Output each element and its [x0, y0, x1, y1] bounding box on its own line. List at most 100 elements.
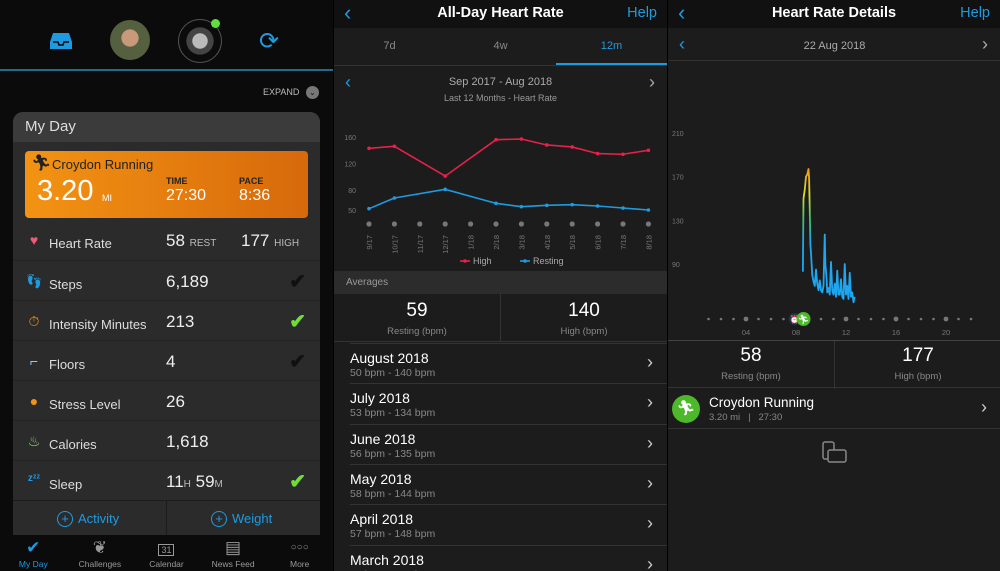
hour-dot [732, 317, 735, 321]
sleep-row[interactable]: zᶻᶻ Sleep 11H 59M ✔ [13, 460, 320, 500]
row-label: Sleep [49, 477, 83, 492]
month-list-item[interactable]: July 2018 53 bpm - 134 bpm › [350, 383, 667, 423]
row-value: 6,189 [166, 272, 209, 291]
floors-row[interactable]: ⌐ Floors 4 ✔ [13, 340, 320, 380]
tab-challenges[interactable]: ❦ Challenges [67, 535, 134, 571]
data-point [621, 152, 625, 157]
activity-row[interactable]: 🏃︎ Croydon Running 3.20 mi | 27:30 › [668, 389, 1000, 429]
daily-stats: 58 Resting (bpm) 177 High (bpm) [668, 340, 1000, 389]
hour-dot [857, 317, 860, 321]
checkmark-icon: ✔ [289, 311, 306, 333]
plus-circle-icon: + [211, 511, 227, 527]
chevron-down-icon: ⌄ [305, 86, 319, 99]
row-label: Intensity Minutes [49, 317, 147, 332]
calories-row[interactable]: ♨ Calories 1,618 [13, 420, 320, 460]
hour-dot [893, 316, 899, 322]
x-dot [366, 221, 372, 227]
avatar[interactable] [110, 20, 150, 60]
month-range: 57 bpm - 148 bpm [350, 528, 436, 541]
divider [166, 501, 167, 537]
month-list-item[interactable]: March 201855 bpm - 157 bpm › [350, 544, 667, 571]
tab-more[interactable]: ○○○ More [266, 535, 333, 571]
month-list-item[interactable]: June 2018 56 bpm - 135 bpm › [350, 423, 667, 464]
legend-label: Resting [533, 256, 564, 266]
time-label: TIME [166, 176, 188, 186]
tab-12m[interactable]: 12m [556, 28, 667, 65]
checkmark-icon: ✔ [289, 471, 306, 493]
steps-row[interactable]: 👣︎ Steps 6,189 ✔ [13, 260, 320, 300]
activity-pace: 8:36 [239, 187, 271, 204]
x-dot [518, 221, 524, 227]
help-button[interactable]: Help [960, 5, 990, 21]
x-dot [595, 221, 601, 227]
x-tick-label: 20 [942, 328, 950, 337]
divider [500, 294, 501, 342]
activity-name: Croydon Running [52, 157, 154, 172]
add-activity-button[interactable]: + Activity [57, 511, 119, 527]
tab-calendar[interactable]: 31 Calendar [133, 535, 200, 571]
expand-label: EXPAND [263, 87, 300, 97]
month-list-item[interactable]: May 2018 58 bpm - 144 bpm › [350, 463, 667, 504]
avg-resting: 59 Resting (bpm) [334, 300, 500, 337]
stress-icon: ● [29, 393, 39, 409]
stairs-icon: ⌐ [29, 353, 39, 369]
laurel-icon: ❦ [92, 538, 108, 557]
series-line-resting [368, 188, 649, 211]
heart-rate-details-screen: ‹ Heart Rate Details Help ‹ › 22 Aug 201… [667, 0, 1000, 571]
activity-marker-icon [796, 312, 811, 326]
rotate-landscape-icon[interactable] [822, 441, 848, 465]
inbox-icon[interactable] [50, 32, 72, 50]
x-tick-label: 11/17 [416, 235, 425, 253]
add-weight-button[interactable]: + Weight [211, 511, 272, 527]
data-point [545, 203, 549, 208]
label: Resting (bpm) [387, 326, 447, 337]
hour-dot [869, 317, 873, 321]
activity-banner[interactable]: 🏃︎ Croydon Running 3.20 MI TIME 27:30 PA… [25, 151, 308, 218]
month-list-item[interactable]: April 2018 57 bpm - 148 bpm › [350, 504, 667, 544]
x-tick-label: 08 [792, 328, 800, 337]
tab-my-day[interactable]: ✔ My Day [0, 535, 67, 571]
data-point [570, 202, 574, 207]
prev-day-chevron-icon[interactable]: ‹ [679, 34, 685, 54]
connected-status-dot [211, 19, 220, 28]
sync-icon[interactable]: ⟳ [259, 28, 280, 55]
stress-level-row[interactable]: ● Stress Level 26 [13, 380, 320, 420]
tab-7d[interactable]: 7d [383, 40, 396, 52]
x-tick-label: 1/18 [467, 235, 476, 250]
x-tick-label: 5/18 [568, 235, 577, 250]
checkmark-icon: ✔ [289, 271, 306, 293]
separator: | [748, 412, 751, 423]
month-name: July 2018 [350, 390, 410, 407]
x-dot [493, 221, 499, 227]
add-weight-label: Weight [232, 511, 273, 526]
data-point [621, 206, 625, 210]
high-unit: HIGH [274, 238, 300, 249]
hour-dot [932, 317, 935, 321]
row-label: Steps [49, 277, 83, 292]
more-icon: ○○○ [290, 542, 309, 553]
x-dot [544, 221, 550, 227]
back-chevron-icon[interactable]: ‹ [678, 0, 686, 25]
y-tick-label: 90 [672, 262, 680, 269]
divider [668, 60, 1000, 61]
x-tick-label: 2/18 [492, 235, 501, 250]
twelve-month-chart: 50 80 120 160 9/17 10/17 11/17 12/17 1/18 2/18 3/1… [344, 135, 653, 266]
next-range-chevron-icon[interactable]: › [649, 72, 655, 92]
help-button[interactable]: Help [627, 5, 657, 21]
row-value: 1,618 [166, 432, 209, 451]
month-range: 50 bpm - 140 bpm [350, 367, 436, 379]
back-chevron-icon[interactable]: ‹ [344, 0, 352, 25]
expand-button[interactable]: EXPAND ⌄ [263, 86, 319, 99]
rest-unit: REST [189, 238, 217, 249]
tab-news-feed[interactable]: ▤ News Feed [200, 535, 267, 571]
next-day-chevron-icon[interactable]: › [982, 34, 988, 54]
minutes: 59 [195, 472, 215, 491]
intensity-minutes-row[interactable]: ⏱︎ Intensity Minutes 213 ✔ [13, 300, 320, 340]
heart-rate-row[interactable]: ♥ Heart Rate 58 REST 177 HIGH [13, 220, 320, 260]
tab-4w[interactable]: 4w [493, 40, 508, 52]
data-point [494, 201, 498, 206]
hour-dot [907, 317, 910, 321]
month-list-item[interactable]: August 2018 50 bpm - 140 bpm › [350, 343, 667, 383]
value: 59 [406, 300, 428, 321]
prev-range-chevron-icon[interactable]: ‹ [345, 72, 351, 92]
